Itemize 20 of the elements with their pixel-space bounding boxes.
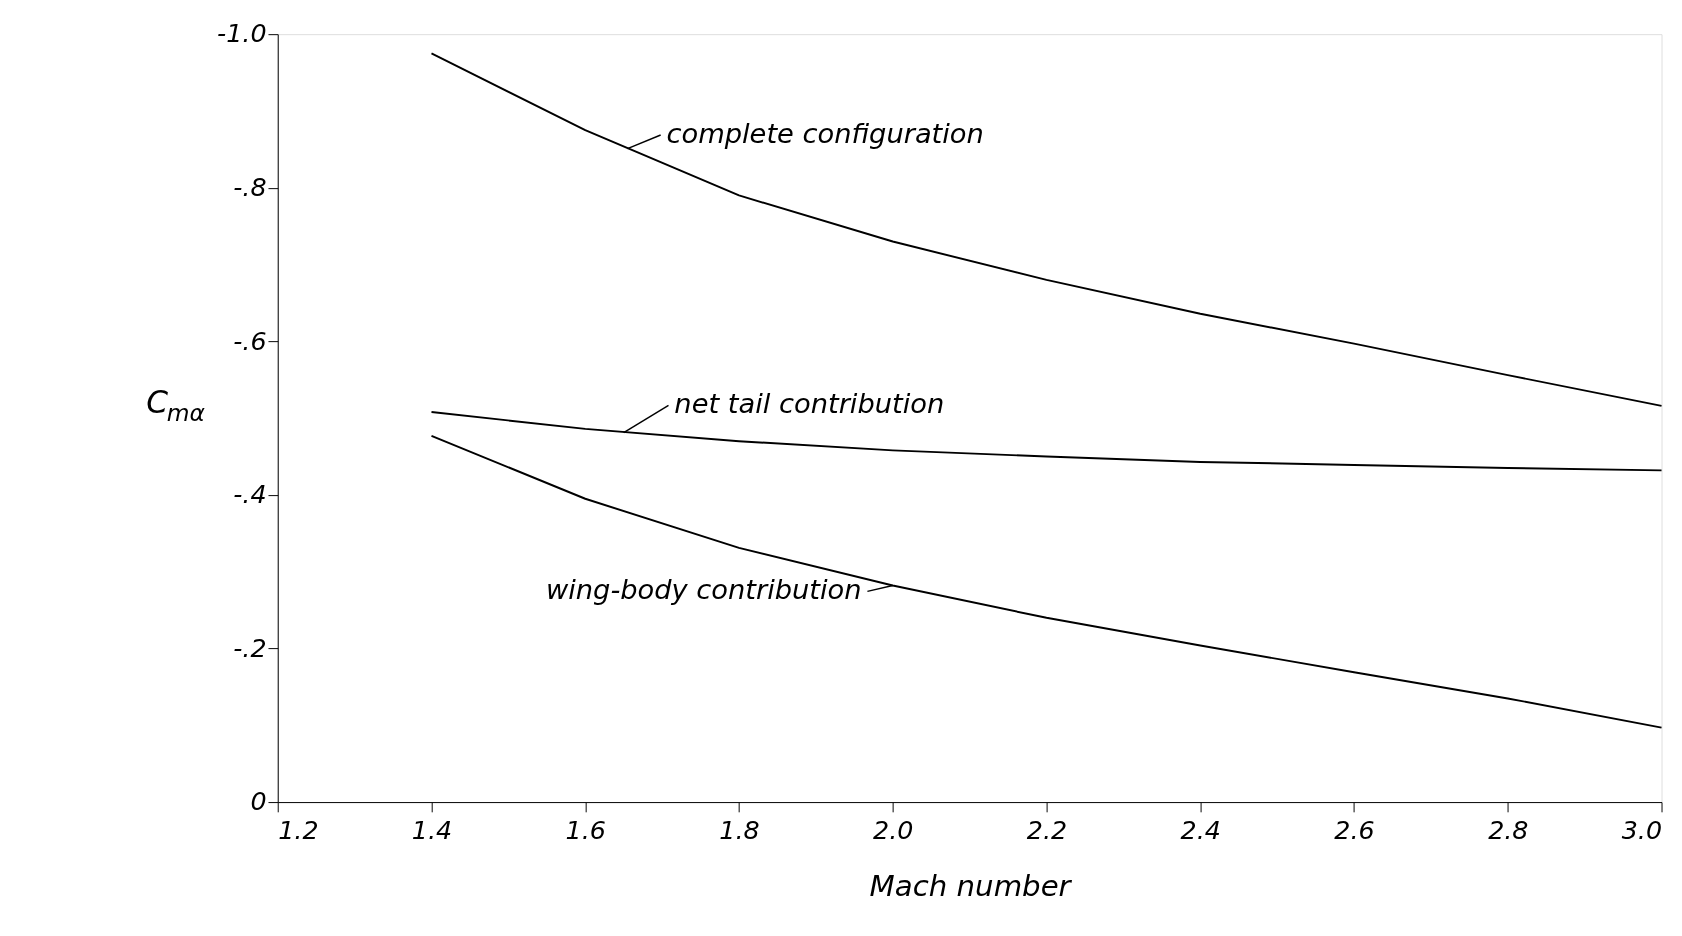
x-tick-label: 2.2 <box>1026 814 1068 845</box>
x-tick-label: 2.6 <box>1334 814 1375 845</box>
x-tick-label: 1.4 <box>411 814 453 845</box>
y-tick-label: -.2 <box>233 632 267 663</box>
y-tick-label: -.6 <box>233 325 267 356</box>
x-tick-label: 1.8 <box>719 814 760 845</box>
x-tick-label: 2.8 <box>1488 814 1529 845</box>
x-axis-title: Mach number <box>869 869 1073 904</box>
x-tick-label: 3.0 <box>1621 814 1663 845</box>
y-tick-label: -.4 <box>233 479 267 510</box>
annotation: net tail contribution <box>674 388 945 420</box>
x-tick-label: 2.0 <box>873 814 914 845</box>
x-tick-label: 2.4 <box>1180 814 1221 845</box>
y-tick-label: -.8 <box>233 172 267 203</box>
y-tick-label: 0 <box>250 786 267 817</box>
y-tick-label: -1.0 <box>217 18 267 49</box>
annotation: wing-body contribution <box>545 574 862 606</box>
annotation: complete configuration <box>666 117 984 149</box>
x-tick-label: 1.2 <box>278 814 319 845</box>
x-tick-label: 1.6 <box>565 814 606 845</box>
